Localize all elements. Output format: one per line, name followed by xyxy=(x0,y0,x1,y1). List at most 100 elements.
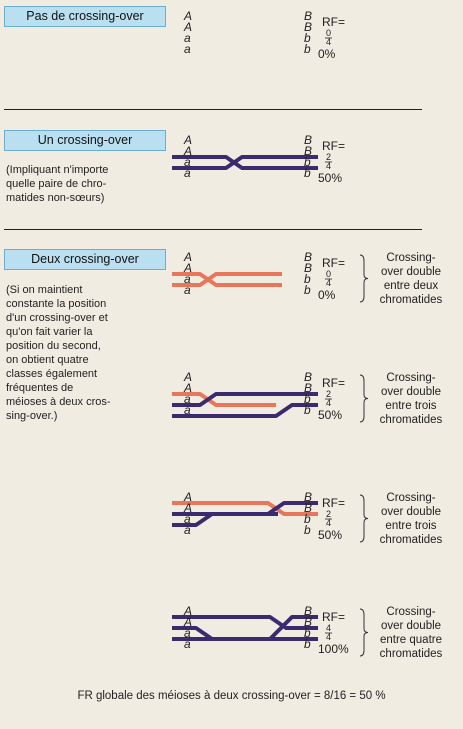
brace xyxy=(359,608,369,657)
locus-label-left: a xyxy=(184,283,191,297)
locus-label-right: B xyxy=(304,9,312,23)
locus-label-right: B xyxy=(304,144,312,158)
locus-label-left: a xyxy=(184,166,191,180)
diagram-description-line: over double xyxy=(381,620,441,632)
diagram-description-line: entre quatre xyxy=(380,634,442,646)
locus-label-right: b xyxy=(304,512,311,526)
brace xyxy=(359,254,369,303)
locus-label-left: A xyxy=(183,250,192,264)
locus-label-right: B xyxy=(304,250,312,264)
diagram-description-line: entre deux xyxy=(384,280,439,292)
section-title-no-crossover: Pas de crossing-over xyxy=(4,6,166,27)
rf-numerator: 4 xyxy=(326,623,331,633)
rf-label: RF= xyxy=(322,496,345,510)
diagram-description-line: chromatides xyxy=(380,648,443,660)
locus-label-left: A xyxy=(183,133,192,147)
chromatid-2 xyxy=(172,615,318,641)
section-note-one-crossover: (Impliquant n'importe quelle paire de ch… xyxy=(6,164,109,204)
rf-denominator: 4 xyxy=(326,37,331,47)
locus-label-left: A xyxy=(183,9,192,23)
locus-label-right: B xyxy=(304,370,312,384)
rf-denominator: 4 xyxy=(326,161,331,171)
locus-label-left: A xyxy=(183,604,192,618)
locus-label-left: a xyxy=(184,523,191,537)
locus-label-left: A xyxy=(183,261,192,275)
locus-label-left: A xyxy=(183,615,192,629)
locus-label-right: B xyxy=(304,133,312,147)
chromatid-0 xyxy=(172,615,318,630)
locus-label-left: a xyxy=(184,272,191,286)
rf-numerator: 2 xyxy=(326,509,331,519)
rf-label: RF= xyxy=(322,139,345,153)
chromatid-2 xyxy=(172,392,318,407)
diagram-no-crossover: A B A Ba b a b RF=040% xyxy=(183,9,345,61)
chromatid-2 xyxy=(172,272,282,287)
locus-label-right: b xyxy=(304,523,311,537)
rf-value: 50% xyxy=(318,408,342,422)
locus-label-left: A xyxy=(183,381,192,395)
locus-label-left: a xyxy=(184,42,191,56)
locus-label-right: B xyxy=(304,261,312,275)
locus-label-left: a xyxy=(184,155,191,169)
brace xyxy=(359,374,369,423)
chromatid-2 xyxy=(172,155,318,170)
rf-value: 0% xyxy=(318,47,336,61)
rf-value: 50% xyxy=(318,171,342,185)
locus-label-right: b xyxy=(304,272,311,286)
locus-label-left: A xyxy=(183,144,192,158)
locus-label-right: B xyxy=(304,615,312,629)
section-note-two-crossovers: (Si on maintient constante la position d… xyxy=(6,284,111,422)
locus-label-right: b xyxy=(304,283,311,297)
locus-label-left: A xyxy=(183,20,192,34)
locus-label-left: A xyxy=(183,370,192,384)
locus-label-left: a xyxy=(184,403,191,417)
locus-label-right: b xyxy=(304,31,311,45)
locus-label-right: b xyxy=(304,403,311,417)
chromatid-2 xyxy=(172,512,278,527)
diagram-description-line: over double xyxy=(381,266,441,278)
section-title-one-crossover: Un crossing-over xyxy=(4,130,166,151)
diagram-description-line: over double xyxy=(381,386,441,398)
rf-value: 50% xyxy=(318,528,342,542)
diagram-description-line: chromatides xyxy=(380,534,443,546)
rf-numerator: 2 xyxy=(326,152,331,162)
divider-1 xyxy=(4,109,422,110)
diagram-description-line: Crossing- xyxy=(386,252,435,264)
brace xyxy=(359,494,369,543)
locus-label-right: b xyxy=(304,155,311,169)
section-title-two-crossovers: Deux crossing-over xyxy=(4,249,166,270)
locus-label-left: A xyxy=(183,501,192,515)
locus-label-right: B xyxy=(304,20,312,34)
locus-label-right: b xyxy=(304,637,311,651)
locus-label-right: b xyxy=(304,42,311,56)
locus-label-right: B xyxy=(304,490,312,504)
diagram-description-line: Crossing- xyxy=(386,606,435,618)
diagram-description-line: chromatides xyxy=(380,414,443,426)
rf-denominator: 4 xyxy=(326,632,331,642)
rf-label: RF= xyxy=(322,15,345,29)
locus-label-left: a xyxy=(184,512,191,526)
rf-value: 0% xyxy=(318,288,336,302)
locus-label-right: b xyxy=(304,626,311,640)
diagram-description-line: over double xyxy=(381,506,441,518)
rf-denominator: 4 xyxy=(326,518,331,528)
rf-numerator: 0 xyxy=(326,269,331,279)
rf-label: RF= xyxy=(322,376,345,390)
footer-summary: FR globale des méioses à deux crossing-o… xyxy=(77,690,386,702)
diagram-description-line: entre trois xyxy=(385,400,436,412)
locus-label-left: a xyxy=(184,637,191,651)
rf-denominator: 4 xyxy=(326,278,331,288)
rf-label: RF= xyxy=(322,610,345,624)
rf-value: 100% xyxy=(318,642,349,656)
locus-label-right: B xyxy=(304,501,312,515)
locus-label-right: B xyxy=(304,604,312,618)
diagram-double-two-chromatids: A B A Ba b a b RF=040% Crossing-over double entre… xyxy=(172,250,443,306)
chromatid-3 xyxy=(172,403,318,418)
diagram-description-line: chromatides xyxy=(380,294,443,306)
